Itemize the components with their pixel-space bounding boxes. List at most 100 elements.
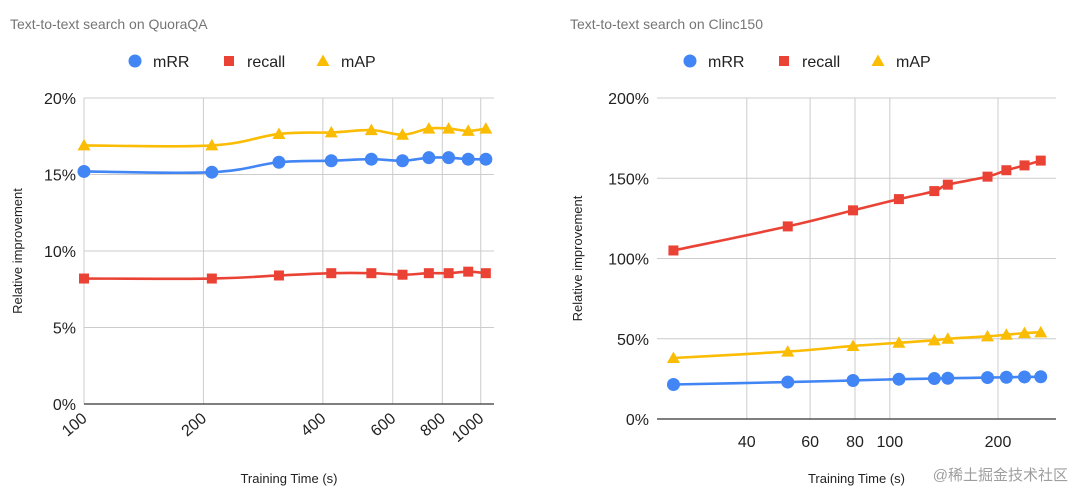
quoraqa-ytick-label-2: 10%	[44, 244, 76, 261]
clinc150-ytick-label-0: 0%	[626, 412, 649, 429]
quoraqa-point-recall-9	[480, 268, 491, 279]
clinc150-point-recall-3	[893, 194, 904, 205]
quoraqa-series-points-mrr	[77, 151, 493, 179]
quoraqa-xtick-label-3: 600	[368, 410, 399, 440]
quoraqa-legend-label-map: mAP	[341, 54, 376, 71]
quoraqa-point-recall-5	[397, 269, 408, 280]
clinc150-point-map-8	[1017, 326, 1031, 339]
quoraqa-xtick-label-0: 100	[59, 410, 90, 440]
clinc150-legend-label-recall: recall	[802, 54, 840, 71]
clinc150-point-mrr-3	[892, 372, 906, 386]
clinc150-legend: mRR recall mAP	[683, 54, 931, 71]
quoraqa-point-mrr-2	[272, 155, 286, 169]
clinc150-legend-marker-recall	[779, 56, 789, 66]
quoraqa-ylabel: Relative improvement	[10, 188, 25, 314]
clinc150-ytick-label-3: 150%	[608, 171, 649, 188]
quoraqa-point-mrr-9	[479, 152, 493, 166]
clinc150-point-map-6	[981, 329, 995, 342]
clinc150-point-recall-8	[1019, 160, 1030, 171]
clinc150-series-points-recall	[668, 155, 1046, 256]
clinc150-point-mrr-7	[999, 370, 1013, 384]
clinc150-point-recall-2	[848, 205, 859, 216]
clinc150-legend-label-map: mAP	[896, 54, 931, 71]
quoraqa-point-map-2	[272, 127, 286, 139]
chart-clinc150: Text-to-text search on Clinc150 mRR recall…	[570, 16, 1056, 486]
quoraqa-legend-marker-mrr	[128, 54, 142, 68]
clinc150-point-mrr-2	[846, 373, 860, 387]
clinc150-xtick-label-2: 80	[846, 434, 864, 451]
quoraqa-point-recall-4	[366, 268, 377, 279]
clinc150-xlabel: Training Time (s)	[808, 471, 905, 486]
quoraqa-point-mrr-3	[324, 154, 338, 168]
clinc150-point-recall-7	[1001, 165, 1012, 176]
clinc150-point-recall-5	[942, 179, 953, 190]
quoraqa-point-mrr-7	[442, 151, 456, 165]
clinc150-point-map-2	[846, 339, 860, 351]
quoraqa-point-map-8	[461, 124, 475, 136]
quoraqa-series-points-map	[77, 122, 493, 151]
clinc150-point-mrr-6	[981, 371, 995, 385]
clinc150-point-mrr-0	[666, 377, 680, 391]
quoraqa-legend-label-recall: recall	[247, 54, 285, 71]
quoraqa-point-mrr-0	[77, 164, 91, 178]
quoraqa-legend-label-mrr: mRR	[153, 54, 189, 71]
quoraqa-legend-marker-recall	[224, 56, 234, 66]
quoraqa-series-line-mrr	[83, 156, 486, 175]
quoraqa-ytick-label-1: 5%	[53, 321, 76, 338]
clinc150-ytick-label-1: 50%	[617, 332, 649, 349]
quoraqa-xtick-label-4: 800	[417, 410, 448, 440]
clinc150-ylabel: Relative improvement	[570, 195, 585, 321]
quoraqa-legend-marker-map	[316, 54, 330, 66]
clinc150-xtick-label-3: 100	[876, 434, 903, 451]
clinc150-legend-label-mrr: mRR	[708, 54, 744, 71]
quoraqa-point-mrr-4	[364, 152, 378, 166]
quoraqa-xtick-label-1: 200	[179, 410, 210, 440]
clinc150-xtick-label-4: 200	[985, 434, 1012, 451]
quoraqa-point-map-6	[422, 122, 436, 134]
clinc150-point-recall-4	[929, 186, 940, 197]
clinc150-point-map-4	[927, 333, 941, 346]
clinc150-ytick-label-4: 200%	[608, 91, 649, 108]
quoraqa-point-map-4	[364, 123, 378, 136]
quoraqa-point-recall-2	[273, 270, 284, 281]
quoraqa-point-map-0	[77, 138, 91, 151]
clinc150-point-recall-1	[782, 221, 793, 232]
quoraqa-point-recall-7	[443, 268, 454, 279]
clinc150-series-points-map	[666, 325, 1048, 364]
clinc150-series-line-map	[673, 331, 1041, 360]
clinc150-title: Text-to-text search on Clinc150	[570, 16, 763, 32]
quoraqa-ytick-label-4: 20%	[44, 91, 76, 108]
clinc150-point-map-7	[999, 328, 1013, 340]
quoraqa-series-line-map	[83, 126, 487, 148]
clinc150-point-mrr-8	[1017, 370, 1031, 384]
quoraqa-point-recall-6	[423, 268, 434, 279]
quoraqa-point-recall-8	[463, 266, 474, 277]
clinc150-point-mrr-5	[941, 371, 955, 385]
quoraqa-xtick-label-5: 1000	[449, 410, 487, 446]
clinc150-legend-marker-map	[871, 54, 885, 66]
clinc150-legend-marker-mrr	[683, 54, 697, 68]
clinc150-point-map-1	[781, 345, 795, 357]
clinc150-point-map-9	[1034, 325, 1048, 338]
clinc150-xtick-label-0: 40	[738, 434, 756, 451]
clinc150-series-points-mrr	[666, 370, 1048, 391]
quoraqa-point-map-9	[479, 122, 493, 134]
quoraqa-legend: mRR recall mAP	[128, 54, 376, 71]
quoraqa-title: Text-to-text search on QuoraQA	[10, 16, 208, 32]
quoraqa-point-mrr-1	[205, 165, 219, 179]
clinc150-point-mrr-9	[1034, 370, 1048, 384]
quoraqa-point-map-5	[395, 128, 409, 140]
quoraqa-point-map-7	[442, 122, 456, 134]
quoraqa-xlabel: Training Time (s)	[240, 471, 337, 486]
clinc150-point-recall-6	[982, 171, 993, 182]
quoraqa-point-map-3	[324, 125, 338, 138]
clinc150-ytick-label-2: 100%	[608, 252, 649, 269]
quoraqa-point-mrr-6	[422, 151, 436, 165]
clinc150-point-map-3	[892, 336, 906, 348]
clinc150-point-mrr-1	[781, 375, 795, 389]
quoraqa-series-line-recall	[83, 270, 486, 281]
clinc150-xtick-label-1: 60	[801, 434, 819, 451]
quoraqa-ytick-label-3: 15%	[44, 168, 76, 185]
